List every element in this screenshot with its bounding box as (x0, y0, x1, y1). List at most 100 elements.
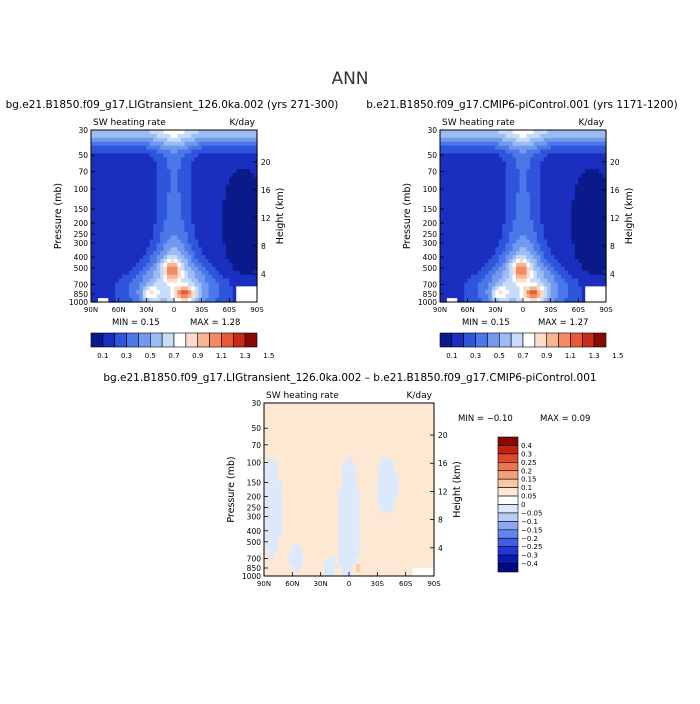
data-cell (540, 224, 544, 229)
data-cell (289, 533, 293, 538)
data-cell (91, 267, 95, 272)
data-cell (468, 134, 472, 139)
data-cell (167, 290, 171, 295)
data-cell (506, 169, 510, 174)
data-cell (457, 130, 461, 135)
data-cell (551, 290, 555, 295)
plot-area (91, 130, 258, 303)
data-cell (296, 407, 300, 412)
data-cell (526, 239, 530, 244)
data-cell (202, 216, 206, 221)
data-cell (551, 161, 555, 166)
data-cell (537, 243, 541, 248)
data-cell (488, 196, 492, 201)
data-cell (540, 142, 544, 147)
data-cell (126, 169, 130, 174)
data-cell (153, 196, 157, 201)
data-cell (303, 545, 307, 550)
data-cell (582, 157, 586, 162)
data-cell (233, 243, 237, 248)
data-cell (289, 517, 293, 522)
data-cell (119, 193, 123, 198)
data-cell (568, 185, 572, 190)
data-cell (157, 208, 161, 213)
data-cell (233, 189, 237, 194)
data-cell (216, 228, 220, 233)
data-cell (108, 157, 112, 162)
data-cell (540, 189, 544, 194)
data-cell (157, 185, 161, 190)
data-cell (303, 486, 307, 491)
data-cell (499, 153, 503, 158)
data-cell (195, 189, 199, 194)
data-cell (233, 236, 237, 241)
data-cell (216, 200, 220, 205)
data-cell (568, 161, 572, 166)
data-cell (282, 446, 286, 451)
data-cell (537, 173, 541, 178)
data-cell (233, 181, 237, 186)
data-cell (212, 157, 216, 162)
data-cell (160, 173, 164, 178)
data-cell (506, 255, 510, 260)
data-cell (523, 204, 527, 209)
data-cell (139, 282, 143, 287)
data-cell (250, 196, 254, 201)
data-cell (129, 134, 133, 139)
y-tick-label: 500 (74, 264, 89, 273)
colorbar-swatch (452, 333, 464, 347)
data-cell (219, 146, 223, 151)
data-cell (464, 161, 468, 166)
data-cell (167, 236, 171, 241)
data-cell (551, 220, 555, 225)
data-cell (485, 181, 489, 186)
data-cell (599, 224, 603, 229)
data-cell (236, 251, 240, 256)
data-cell (264, 454, 268, 459)
data-cell (229, 263, 233, 268)
data-cell (222, 228, 226, 233)
data-cell (516, 267, 520, 272)
data-cell (447, 228, 451, 233)
data-cell (558, 196, 562, 201)
data-cell (112, 290, 116, 295)
data-cell (289, 423, 293, 428)
data-cell (461, 169, 465, 174)
data-cell (461, 196, 465, 201)
data-cell (285, 545, 289, 550)
data-cell (91, 193, 95, 198)
data-cell (292, 568, 296, 573)
data-cell (547, 275, 551, 280)
data-cell (289, 509, 293, 514)
data-cell (115, 212, 119, 217)
data-cell (119, 208, 123, 213)
data-cell (233, 255, 237, 260)
data-cell (157, 271, 161, 276)
data-cell (167, 185, 171, 190)
data-cell (299, 482, 303, 487)
data-cell (198, 243, 202, 248)
data-cell (112, 259, 116, 264)
data-cell (115, 286, 119, 291)
data-cell (485, 224, 489, 229)
data-cell (202, 134, 206, 139)
data-cell (457, 290, 461, 295)
data-cell (585, 263, 589, 268)
data-cell (578, 271, 582, 276)
data-cell (457, 193, 461, 198)
max-value-label: MAX = 1.28 (190, 318, 240, 328)
data-cell (191, 228, 195, 233)
data-cell (94, 282, 98, 287)
data-cell (115, 150, 119, 155)
data-cell (468, 193, 472, 198)
data-cell (571, 267, 575, 272)
data-cell (547, 146, 551, 151)
data-cell (222, 181, 226, 186)
data-cell (209, 290, 213, 295)
data-cell (275, 415, 279, 420)
data-cell (126, 161, 130, 166)
data-cell (296, 533, 300, 538)
data-cell (447, 204, 451, 209)
data-cell (229, 208, 233, 213)
data-cell (499, 267, 503, 272)
